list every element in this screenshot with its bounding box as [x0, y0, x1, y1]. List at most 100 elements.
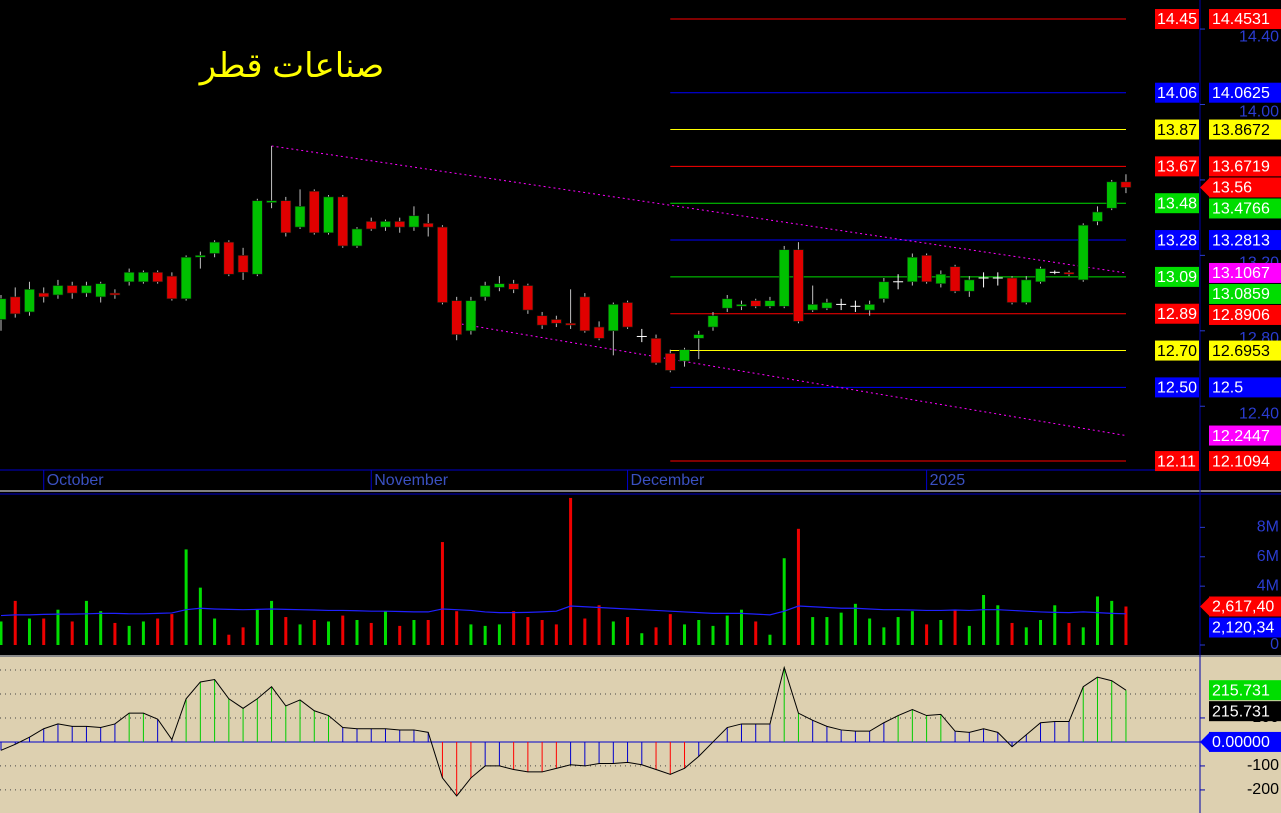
candle-body	[622, 302, 633, 328]
volume-bar	[156, 618, 160, 645]
volume-bar	[255, 609, 259, 645]
volume-bar	[84, 600, 88, 645]
volume-bar	[483, 625, 487, 645]
candle-body	[437, 226, 448, 303]
candle-body	[0, 298, 7, 320]
candle-body	[1035, 268, 1046, 283]
volume-bar	[1010, 622, 1014, 645]
volume-bar	[355, 620, 359, 645]
value-box	[1209, 198, 1281, 219]
volume-bar	[70, 621, 74, 645]
candle-body	[109, 292, 121, 296]
candle-body	[422, 223, 434, 228]
volume-bar	[1110, 600, 1114, 645]
volume-bar	[127, 625, 131, 645]
value-box	[1209, 617, 1281, 638]
value-box-label: 12.8906	[1212, 307, 1270, 324]
candle-body	[565, 322, 576, 326]
y-tick-label: -100	[1247, 757, 1279, 774]
candle-body	[223, 241, 235, 275]
volume-bar	[213, 618, 217, 645]
y-tick-label: 6M	[1257, 548, 1279, 565]
volume-bar	[369, 622, 373, 645]
value-box-label: 13.8672	[1212, 122, 1270, 139]
volume-bar	[697, 620, 701, 645]
volume-bar	[398, 625, 402, 645]
value-box-label: 12.5	[1212, 380, 1243, 397]
candle-body	[864, 304, 875, 311]
value-box-label: 215.731	[1212, 682, 1270, 699]
candle-body	[1092, 211, 1103, 222]
volume-bar	[1039, 620, 1043, 645]
volume-bar	[141, 621, 145, 645]
candle-body	[408, 215, 420, 228]
level-label: 13.48	[1157, 195, 1197, 212]
volume-bar	[170, 614, 174, 645]
volume-bar	[526, 617, 530, 645]
volume-bar	[113, 622, 117, 645]
value-box-label: 0.00000	[1212, 734, 1270, 751]
volume-bar	[668, 614, 672, 645]
volume-bar	[583, 618, 587, 645]
candle-body	[935, 273, 947, 284]
value-box	[1209, 377, 1281, 398]
volume-bar	[42, 618, 46, 645]
candle-body	[38, 292, 50, 298]
candle-body	[9, 296, 21, 315]
volume-bar	[839, 612, 843, 645]
value-box	[1209, 680, 1281, 701]
candle-body	[380, 221, 391, 228]
level-box	[1155, 266, 1199, 287]
value-box	[1209, 731, 1281, 752]
candle-body	[949, 266, 961, 292]
value-box-label: 13.4766	[1212, 201, 1270, 218]
volume-bar	[341, 615, 345, 645]
level-label: 12.89	[1157, 306, 1197, 323]
candle-body	[579, 296, 591, 332]
volume-bar	[227, 634, 231, 645]
candle-body	[650, 338, 662, 364]
level-label: 12.50	[1157, 380, 1197, 397]
candle-body	[693, 334, 705, 339]
candle-body	[81, 285, 92, 294]
candle-body	[736, 304, 747, 307]
value-box-label: 215.731	[1212, 703, 1270, 720]
candle-body	[793, 249, 804, 322]
volume-bar	[469, 624, 473, 645]
value-box-label: 13.2813	[1212, 232, 1270, 249]
level-label: 14.45	[1157, 11, 1197, 28]
volume-bar	[1067, 622, 1071, 645]
value-box-label: 13.1067	[1212, 265, 1270, 282]
volume-bar	[711, 625, 715, 645]
chart-title: صناعات قطر	[198, 47, 385, 86]
candle-body	[123, 272, 135, 283]
volume-average	[0, 605, 1126, 617]
volume-bar	[298, 624, 302, 645]
volume-bar	[13, 600, 17, 645]
value-box-label: 13.6719	[1212, 159, 1270, 176]
value-box	[1209, 304, 1281, 325]
value-box	[1209, 82, 1281, 103]
candle-body	[138, 272, 149, 283]
volume-bar	[540, 620, 544, 645]
value-box	[1209, 156, 1281, 177]
volume-bar	[853, 603, 857, 645]
candle-body	[1077, 224, 1089, 281]
volume-bar	[925, 624, 929, 645]
x-tick-label: November	[374, 472, 448, 489]
candle-body	[593, 326, 605, 339]
level-box	[1155, 230, 1199, 251]
volume-bar	[1024, 627, 1028, 645]
candle-body	[394, 221, 406, 228]
volume-bar	[99, 611, 103, 645]
level-box	[1155, 119, 1199, 140]
candle-body	[280, 200, 292, 234]
volume-bar	[426, 620, 430, 645]
volume-bar	[597, 605, 601, 645]
y-tick-label: 8M	[1257, 519, 1279, 536]
candle-body	[237, 255, 249, 273]
volume-bar	[241, 627, 245, 645]
level-label: 13.28	[1157, 232, 1197, 249]
volume-bar	[825, 617, 829, 645]
